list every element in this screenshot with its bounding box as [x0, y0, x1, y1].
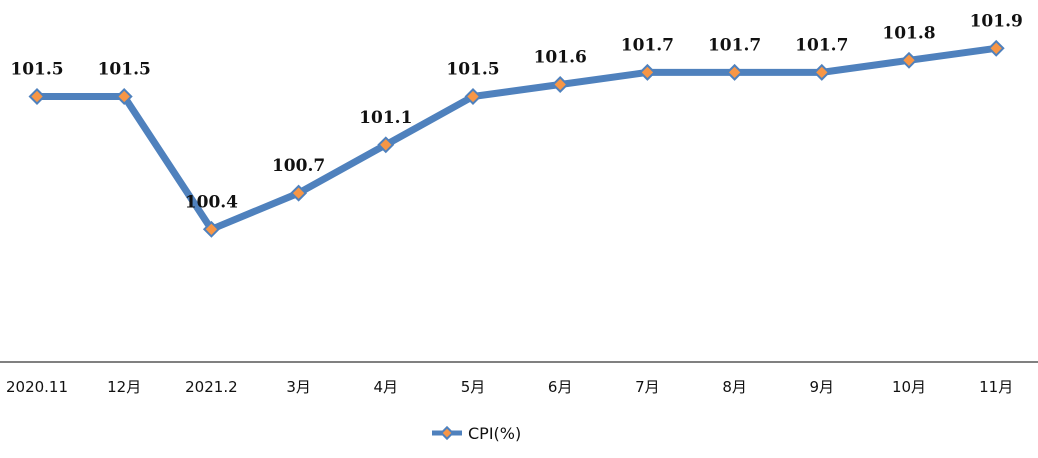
- data-point-3: [290, 184, 308, 202]
- x-tick-label-4: 4月: [374, 378, 399, 396]
- data-label-10: 101.8: [882, 23, 935, 43]
- x-tick-labels: 2020.11 12月 2021.2 3月 4月 5月 6月 7月 8月 9月 10月 11月: [6, 378, 1013, 396]
- data-point-11: [987, 39, 1005, 57]
- data-label-11: 101.9: [970, 11, 1023, 31]
- x-tick-label-1: 12月: [107, 378, 141, 396]
- data-label-2: 100.4: [185, 192, 238, 212]
- data-point-9: [813, 63, 831, 81]
- series-line-cpi: [33, 44, 1000, 233]
- data-label-1: 101.5: [98, 60, 151, 80]
- data-labels: 101.5 101.5 100.4 100.7 101.1 101.5 101.6 101.7…: [10, 11, 1022, 212]
- x-tick-label-3: 3月: [286, 378, 311, 396]
- data-label-9: 101.7: [795, 35, 848, 55]
- data-label-6: 101.6: [534, 48, 587, 68]
- data-label-0: 101.5: [10, 60, 63, 80]
- x-tick-label-5: 5月: [461, 378, 486, 396]
- legend-marker-swatch: [439, 425, 455, 441]
- x-tick-label-6: 6月: [548, 378, 573, 396]
- data-point-0: [28, 88, 46, 105]
- data-point-2: [202, 220, 220, 238]
- legend-label-cpi: CPI(%): [468, 424, 521, 443]
- data-label-5: 101.5: [446, 60, 499, 80]
- x-tick-label-0: 2020.11: [6, 378, 68, 396]
- data-point-8: [726, 63, 744, 81]
- x-tick-label-9: 9月: [810, 378, 835, 396]
- data-point-1: [115, 88, 133, 105]
- data-label-4: 101.1: [359, 108, 412, 128]
- data-label-8: 101.7: [708, 35, 761, 55]
- data-point-4: [377, 136, 395, 154]
- series-markers: [28, 39, 1005, 238]
- data-point-10: [900, 51, 918, 69]
- x-tick-label-2: 2021.2: [185, 378, 238, 396]
- data-point-5: [464, 88, 482, 105]
- x-tick-label-11: 11月: [979, 378, 1013, 396]
- x-tick-label-7: 7月: [635, 378, 660, 396]
- legend: CPI(%): [432, 424, 521, 443]
- x-tick-label-8: 8月: [722, 378, 747, 396]
- data-point-6: [551, 76, 569, 93]
- x-tick-label-10: 10月: [892, 378, 926, 396]
- data-point-7: [638, 63, 656, 81]
- data-label-3: 100.7: [272, 156, 325, 176]
- data-label-7: 101.7: [621, 35, 674, 55]
